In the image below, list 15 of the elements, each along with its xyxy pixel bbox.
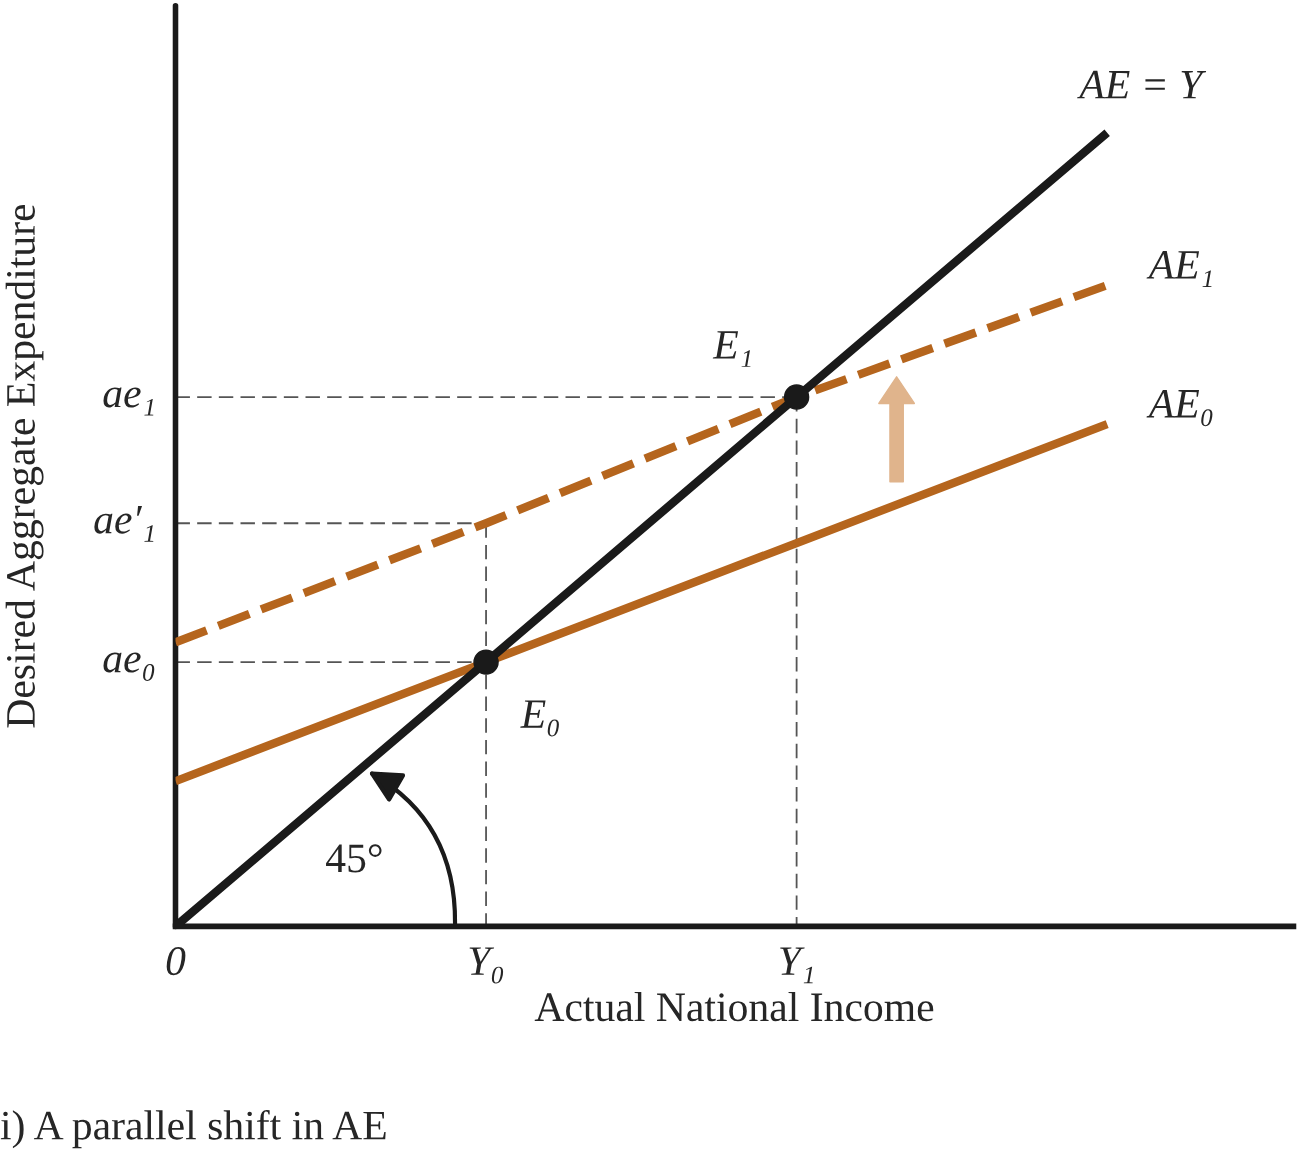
- x-tick-label: 0: [166, 947, 186, 976]
- text: i) A parallel shift in AE: [0, 1109, 386, 1149]
- x-tick-label: Y₁: [780, 947, 813, 984]
- y-axis-title: Desired Aggregate Expenditure: [5, 204, 44, 728]
- series-label: AE = Y: [1077, 70, 1207, 99]
- annotation: 45°: [326, 844, 382, 873]
- annotation: E₁: [712, 331, 751, 367]
- x-tick-label: Y₀: [469, 947, 504, 984]
- annotation: E₀: [520, 700, 559, 737]
- annotation: ae₀: [103, 652, 155, 681]
- annotation: ae′₁: [94, 505, 154, 542]
- series-label: AE₀: [1146, 389, 1213, 427]
- annotation: ae₁: [103, 387, 154, 416]
- x-axis-title: Actual National Income: [534, 991, 934, 1022]
- series-label: AE₁: [1146, 250, 1212, 287]
